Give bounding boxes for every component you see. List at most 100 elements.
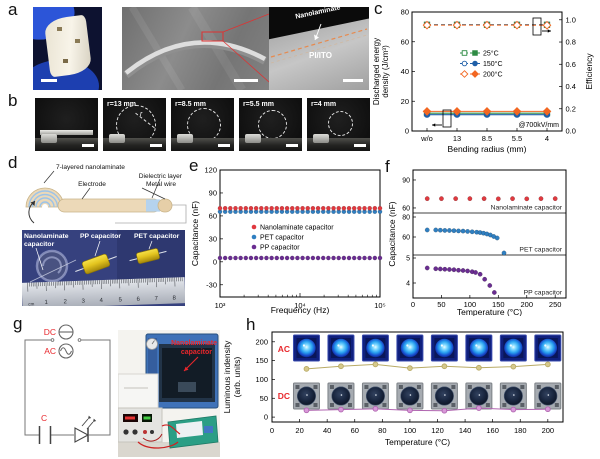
svg-text:(arb. units): (arb. units) [232,357,242,398]
scale-bar [82,144,94,147]
svg-text:100: 100 [255,375,268,384]
pet-capacitor-body [129,248,167,264]
svg-text:25°C: 25°C [483,50,499,58]
metal-wire-tip [157,198,173,213]
red-wire [137,441,179,449]
chart-luminous-intensity: 0 50 100 150 200 0 20 40 60 80 100 120 140 160 180 200 A… [222,331,564,447]
circuit-wire [24,339,51,436]
chart-bending-radius: 0 20 40 60 80 0.0 0.2 0.4 0.6 0.8 1.0 w/o 13 8.5 5.5 4 2… [372,8,594,155]
svg-text:8.5: 8.5 [482,134,492,143]
svg-text:Frequency (Hz): Frequency (Hz) [271,305,330,315]
svg-text:0.8: 0.8 [566,38,576,47]
svg-text:0: 0 [405,127,409,136]
svg-text:PP capacitor: PP capacitor [524,290,563,297]
svg-text:20: 20 [295,426,303,435]
power-supply [118,407,163,443]
knob [132,429,138,435]
bending-photo-r8-5: r=8.5 mm [171,98,234,151]
sem-overview-annotations [123,7,269,90]
photo-label-line1: Nanolaminate [171,340,217,347]
svg-text:250: 250 [549,300,562,309]
capacitors-photo: cm 1 2 3 4 5 6 7 8 Nanolaminate capacito… [22,230,185,306]
svg-text:100: 100 [464,300,477,309]
svg-text:60: 60 [351,426,359,435]
svg-text:0.4: 0.4 [566,82,576,91]
clamp-cylinder [41,134,57,143]
bending-photo-r13: r=13 mm r [103,98,166,151]
electrode-dot [57,27,62,31]
pi-ito-label: PI/ITO [309,51,332,60]
white-box [118,373,159,409]
pet-capacitor-label: PET capacitor [134,233,180,240]
svg-text:40: 40 [323,426,331,435]
svg-text:150: 150 [492,300,505,309]
clamp-bar [40,130,93,135]
terminal [50,338,55,342]
dielectric-label: Dielectric layer [139,173,183,180]
red-wire [161,424,181,435]
svg-text:100: 100 [404,426,417,435]
ruler-number: 5 [118,297,122,303]
nanolaminate-capacitor-label-line1: Nanolaminate [24,233,69,240]
svg-text:60: 60 [209,211,217,220]
capacitor-label: C [41,413,47,423]
photo-label-line2: capacitor [181,349,212,356]
svg-text:200°C: 200°C [483,71,503,79]
clamp-cylinder [177,134,193,143]
test-setup-photo: Nanolaminate capacitor [118,330,220,457]
bend-circle [258,110,287,139]
svg-text:50: 50 [260,394,268,403]
nanolaminate-capacitor-label-line2: capacitor [24,241,55,248]
bending-photo-r5-5: r=5.5 mm [239,98,302,151]
radius-symbol: r [140,111,143,118]
green-display [143,416,151,420]
svg-text:80: 80 [401,8,409,17]
bend-circle [328,111,353,136]
svg-text:90: 90 [209,188,217,197]
clamp-cylinder [109,134,125,143]
scale-bar [234,79,258,82]
svg-text:Nanolaminate capacitor: Nanolaminate capacitor [260,225,334,232]
svg-text:AC: AC [278,344,290,354]
svg-text:@700kV/mm: @700kV/mm [518,122,559,129]
bending-radius-label: r=4 mm [311,101,337,108]
electrode-rod [57,198,161,213]
svg-text:20: 20 [401,97,409,106]
svg-text:Temperature (°C): Temperature (°C) [457,307,522,316]
pp-capacitor-label: PP capacitor [80,233,121,240]
ruler-number: 6 [136,297,140,303]
sample-in-oven [178,382,196,392]
clamp-cylinder [313,134,329,143]
paper-on-board [176,421,203,438]
svg-text:0: 0 [213,257,217,266]
svg-text:5: 5 [406,256,410,263]
clamp-cylinder [245,134,261,143]
chart-capacitance-temperature: 60 90 Nanolaminate capacitor 60 80 PET capaci… [387,169,567,316]
svg-text:180: 180 [514,426,527,435]
svg-text:160: 160 [486,426,499,435]
sem-zoom-photo: Nanolaminate PI/ITO [269,7,369,90]
scale-bar [286,144,298,147]
electrode-dot [63,59,68,63]
panel-b-letter: b [8,91,18,110]
svg-text:5.5: 5.5 [512,134,522,143]
svg-text:Luminous indensity: Luminous indensity [222,340,232,414]
svg-text:10⁵: 10⁵ [374,301,385,310]
svg-text:200: 200 [542,426,555,435]
panel-d-letter: d [8,153,18,172]
sem-zoom-annotations [270,23,368,82]
svg-text:PP capacitor: PP capacitor [260,245,300,252]
svg-text:PET capacitor: PET capacitor [519,247,562,254]
ruler-number: 1 [45,300,49,306]
bending-photo-r4: r=4 mm [307,98,370,151]
svg-text:0.6: 0.6 [566,60,576,69]
svg-text:10³: 10³ [215,301,226,310]
chart-capacitance-frequency: -30 0 30 60 90 120 10³ 10⁴ 10⁵ Nanolaminate capac… [190,166,386,316]
svg-text:DC: DC [278,391,290,401]
svg-text:0: 0 [411,300,415,309]
red-display [125,416,135,420]
svg-text:120: 120 [204,166,217,175]
svg-text:200: 200 [520,300,533,309]
dc-label: DC [44,327,56,337]
